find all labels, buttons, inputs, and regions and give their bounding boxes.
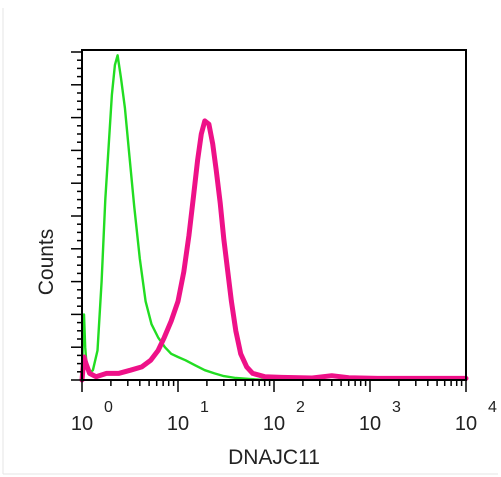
x-axis-label: DNAJC11: [228, 446, 320, 469]
histogram-curve-2: [79, 118, 469, 383]
curves-layer: [79, 54, 469, 383]
x-axis-tick-labels: 10 0 10 1 10 2 10 3 10 4: [71, 399, 497, 435]
x-tick-label-base: 10: [359, 413, 381, 435]
x-tick-label-base: 10: [167, 413, 189, 435]
x-tick-label-exponent: 3: [392, 399, 401, 416]
y-axis-label: Counts: [35, 229, 58, 296]
x-tick-label-exponent: 0: [104, 399, 113, 416]
x-tick-label-exponent: 1: [200, 399, 209, 416]
x-tick-label-base: 10: [71, 413, 93, 435]
x-tick-label-base: 10: [455, 413, 477, 435]
x-axis-ticks: [81, 380, 467, 392]
y-axis-ticks: [71, 51, 82, 381]
x-tick-label-exponent: 4: [488, 399, 497, 416]
x-tick-label-base: 10: [263, 413, 285, 435]
x-tick-label-exponent: 2: [296, 399, 305, 416]
